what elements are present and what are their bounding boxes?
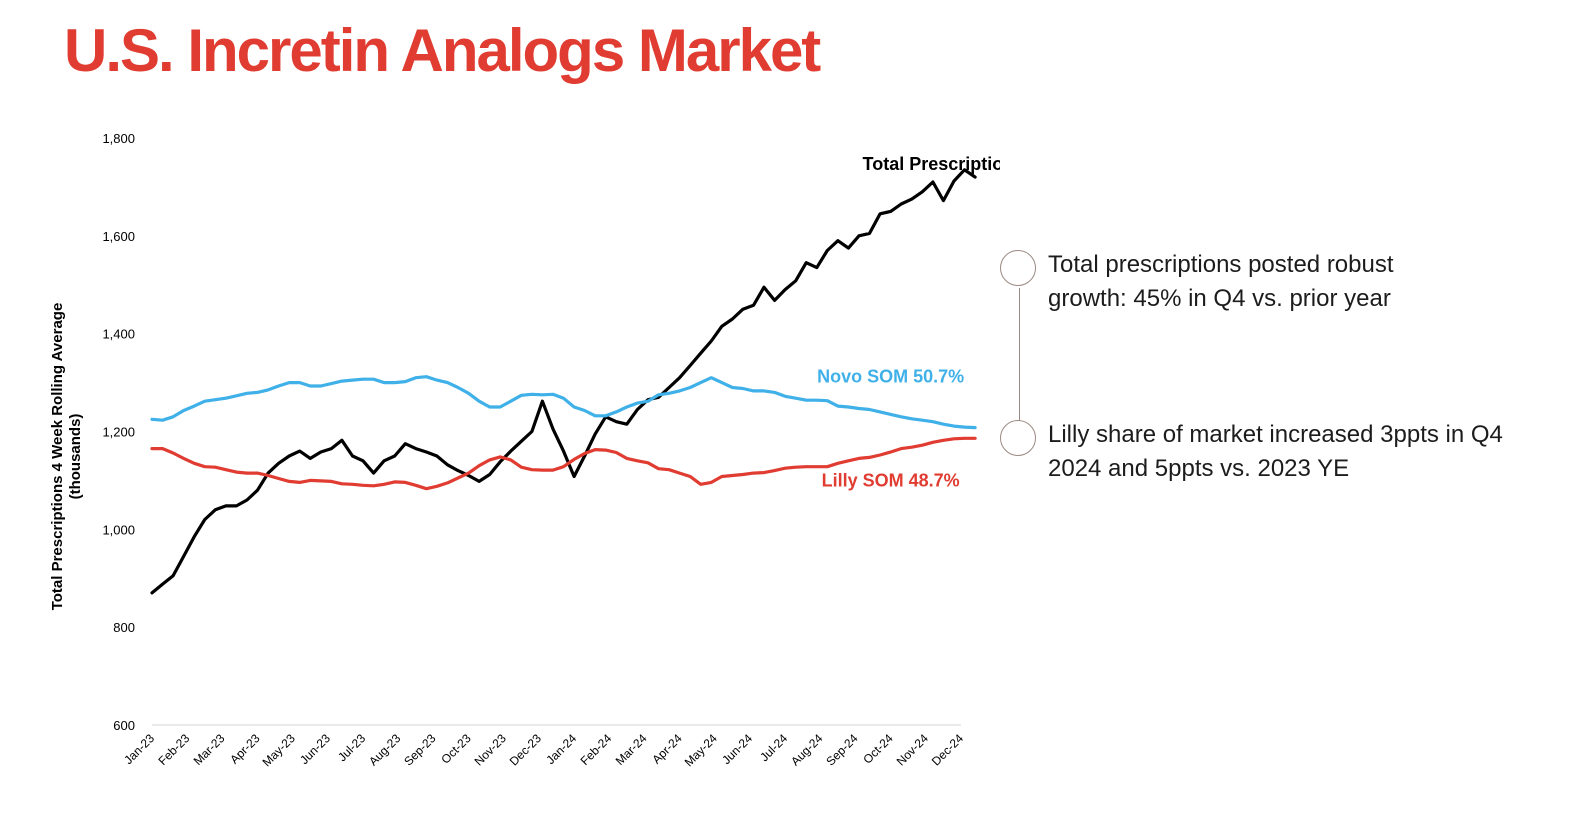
y-axis-tick-labels: 600 800 1,000 1,200 1,400 1,600 1,800 — [102, 131, 135, 733]
slide-title: U.S. Incretin Analogs Market — [64, 17, 821, 84]
x-tick-label: May-24 — [682, 731, 720, 769]
x-tick-label: Jan-23 — [121, 731, 157, 767]
x-tick-label: Dec-24 — [929, 731, 966, 768]
x-tick-label: Sep-23 — [401, 731, 438, 768]
x-tick-label: Jul-24 — [757, 731, 790, 764]
x-tick-label: Sep-24 — [823, 731, 860, 768]
x-tick-label: Apr-23 — [227, 731, 263, 767]
series-line — [150, 436, 977, 491]
callout-growth-text: Total prescriptions posted robust growth… — [1048, 251, 1394, 312]
series-annotation-label: Lilly SOM 48.7% — [822, 470, 960, 490]
y-tick-label: 1,200 — [102, 425, 135, 440]
x-tick-label: Nov-23 — [472, 731, 509, 768]
y-tick-label: 1,600 — [102, 229, 135, 244]
x-tick-label: Jun-23 — [297, 731, 333, 767]
x-tick-label: Feb-23 — [156, 731, 193, 768]
callout-connector-line — [1019, 288, 1020, 426]
series-line — [150, 375, 977, 430]
x-tick-label: Jan-24 — [543, 731, 579, 767]
x-tick-label: Nov-24 — [894, 731, 931, 768]
x-tick-label: Apr-24 — [649, 731, 685, 767]
x-tick-label: Dec-23 — [507, 731, 544, 768]
x-tick-label: Aug-23 — [366, 731, 403, 768]
y-tick-label: 1,400 — [102, 327, 135, 342]
series-annotations: Total Prescriptions Novo SOM 50.7% Lilly S… — [817, 154, 1000, 490]
callout-share-text: Lilly share of market increased 3ppts in… — [1048, 421, 1503, 482]
series-annotation-label: Novo SOM 50.7% — [817, 367, 964, 387]
x-tick-label: Jul-23 — [335, 731, 368, 764]
y-tick-label: 1,000 — [102, 522, 135, 537]
y-axis-label: Total Prescriptions 4 Week Rolling Avera… — [49, 303, 84, 611]
x-tick-label: Mar-23 — [191, 731, 228, 768]
callout-circle-icon — [1000, 420, 1036, 456]
x-tick-label: Feb-24 — [578, 731, 615, 768]
x-tick-label: Jun-24 — [719, 731, 755, 767]
x-tick-label: Mar-24 — [613, 731, 650, 768]
x-tick-label: Oct-23 — [438, 731, 474, 767]
series-line — [150, 168, 977, 595]
y-tick-label: 800 — [113, 620, 135, 635]
series-lines — [150, 168, 977, 595]
x-tick-label: Aug-24 — [788, 731, 825, 768]
callout-circle-icon — [1000, 250, 1036, 286]
x-tick-label: May-23 — [260, 731, 298, 769]
y-tick-label: 600 — [113, 718, 135, 733]
series-annotation-label: Total Prescriptions — [863, 154, 1000, 174]
y-tick-label: 1,800 — [102, 131, 135, 146]
callouts-panel: Total prescriptions posted robust growth… — [1000, 248, 1560, 482]
x-tick-label: Oct-24 — [860, 731, 896, 767]
